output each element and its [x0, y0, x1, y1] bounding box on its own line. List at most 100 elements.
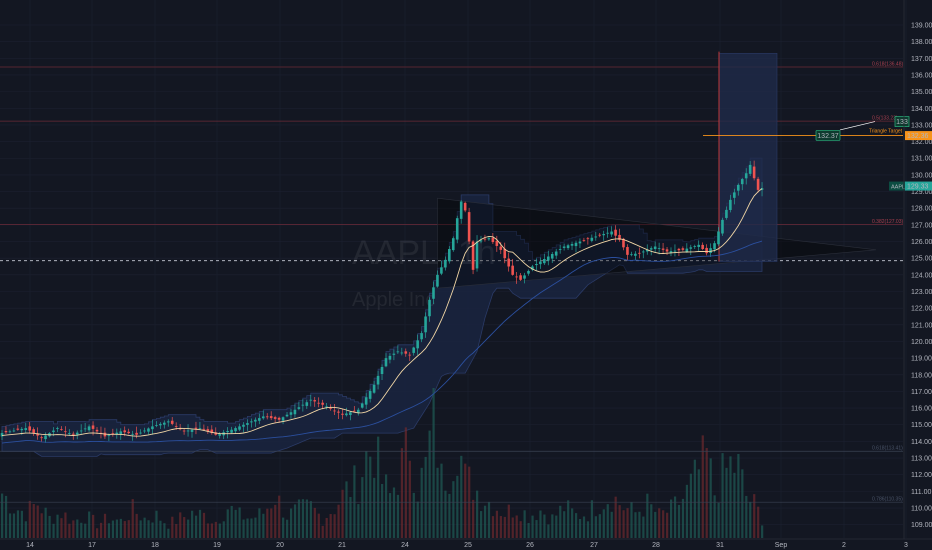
price-tick-label: 138.00	[911, 39, 932, 46]
candle-body	[495, 240, 499, 246]
volume-bar	[293, 504, 297, 538]
volume-bar	[88, 511, 91, 538]
slow-moving-average-line	[1, 240, 763, 444]
candle-body	[198, 428, 202, 429]
candle-body	[459, 201, 463, 219]
candle-body	[531, 266, 534, 270]
last-price-label: 129.33	[907, 184, 929, 191]
volume-bar	[476, 490, 479, 538]
candle-body	[67, 433, 71, 434]
candle-body	[119, 431, 123, 435]
volume-bar	[1, 493, 4, 538]
candle-body	[56, 428, 59, 429]
candle-body	[194, 427, 198, 429]
candle-body	[396, 351, 400, 353]
volume-bar	[400, 448, 404, 538]
volume-bar	[618, 505, 621, 538]
volume-bar	[511, 517, 514, 538]
volume-bar	[420, 467, 423, 538]
volume-bar	[270, 508, 273, 538]
volume-bar	[210, 523, 214, 538]
volume-bar	[147, 520, 150, 538]
volume-bar	[40, 513, 43, 538]
volume-bar	[274, 504, 277, 538]
volume-bar	[677, 504, 681, 538]
volume-bar	[717, 502, 720, 538]
candle-body	[166, 421, 170, 423]
candle-body	[277, 417, 281, 420]
volume-bar	[151, 522, 154, 538]
fib-label: 0.618(136.48)	[872, 61, 903, 67]
volume-bar	[20, 510, 23, 538]
candle-body	[550, 254, 554, 259]
volume-bar	[111, 520, 115, 538]
time-tick-label: 18	[151, 542, 159, 549]
candle-body	[744, 173, 748, 179]
volume-bar	[289, 508, 293, 538]
candle-body	[261, 416, 265, 419]
candle-body	[206, 429, 210, 432]
volume-bar	[483, 505, 487, 538]
candle-body	[713, 243, 716, 250]
volume-bar	[669, 499, 673, 538]
price-tick-label: 113.00	[911, 456, 932, 463]
price-tick-label: 136.00	[911, 72, 932, 79]
volume-bar	[36, 505, 39, 538]
volume-bar	[606, 504, 609, 538]
volume-bar	[733, 472, 736, 538]
volume-bar	[539, 510, 542, 538]
candle-body	[75, 432, 79, 435]
drawing-layer: Triangle Target	[437, 51, 903, 289]
volume-bar	[12, 513, 16, 538]
moving-average-line	[1, 188, 763, 437]
volume-bar	[705, 448, 708, 538]
candle-body	[372, 384, 376, 393]
candle-body	[479, 240, 483, 242]
volume-bar	[131, 499, 134, 538]
volume-bar	[333, 514, 336, 538]
candle-body	[380, 366, 384, 375]
price-tick-label: 131.00	[911, 156, 932, 163]
volume-bar	[266, 508, 269, 538]
candle-body	[190, 429, 194, 432]
time-tick-label: 25	[464, 542, 472, 549]
candle-body	[404, 351, 408, 354]
candle-body	[638, 252, 641, 254]
volume-bar	[305, 499, 309, 538]
price-axis[interactable]: 109.00 110.00 111.00 112.00 113.00 114.00 115.…	[903, 0, 932, 550]
candle-body	[163, 422, 166, 425]
time-axis[interactable]: 14 17 18 19 20 21 24 25 26 27 28 31 Sep 2 3	[0, 538, 932, 550]
candle-body	[364, 397, 368, 405]
fib-label: 0.618(113.41)	[872, 446, 903, 452]
candle-body	[218, 433, 222, 436]
candle-body	[535, 264, 538, 266]
volume-bar	[646, 493, 649, 538]
volume-bar	[527, 523, 530, 538]
candle-body	[554, 251, 558, 256]
price-tick-label: 117.00	[911, 389, 932, 396]
volume-bar	[238, 507, 241, 538]
candle-body	[471, 241, 475, 270]
volume-bar	[574, 513, 578, 538]
volume-bar	[341, 489, 344, 538]
volume-bar	[369, 456, 372, 538]
candle-body	[87, 426, 91, 431]
candle-body	[736, 184, 740, 191]
candle-body	[748, 164, 752, 174]
volume-bar	[725, 467, 728, 538]
volume-bar	[28, 500, 31, 538]
candle-body	[329, 408, 332, 409]
volume-bar	[246, 518, 249, 538]
volume-bar	[123, 521, 126, 538]
price-tick-label: 129.00	[911, 189, 932, 196]
price-tick-label: 118.00	[911, 372, 932, 379]
volume-bar	[349, 497, 352, 538]
time-tick-label: 20	[276, 542, 284, 549]
candle-body	[36, 433, 39, 436]
target-price-label: 132.36	[907, 133, 929, 140]
candle-body	[147, 428, 150, 432]
candle-body	[523, 275, 526, 279]
price-tick-label: 125.00	[911, 256, 932, 263]
volume-bar	[84, 523, 87, 538]
